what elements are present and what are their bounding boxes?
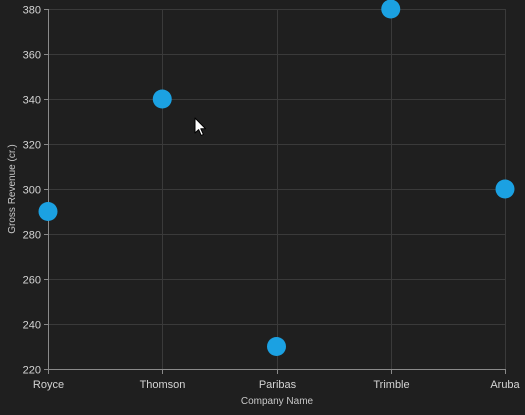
axes [44,9,506,374]
y-tick-label: 300 [23,185,41,197]
data-point-trimble[interactable] [381,0,401,19]
y-axis-title: Gross Revenue (cr.) [7,144,18,233]
data-point-aruba[interactable] [495,179,515,199]
x-tick-label: Aruba [490,379,520,391]
y-tick-label: 360 [23,50,41,62]
x-axis-title: Company Name [241,396,314,407]
x-tick-label: Paribas [259,379,297,391]
data-points [38,0,515,356]
data-point-royce[interactable] [38,202,58,221]
y-tick-label: 340 [23,95,41,107]
y-tick-label: 280 [23,230,41,242]
y-tick-label: 240 [23,320,41,332]
y-tick-label: 320 [23,140,41,152]
grid-lines [48,9,506,369]
tick-labels: 220 240 260 280 300 320 340 360 380 Royce Thomson P… [23,5,521,392]
y-tick-label: 260 [23,275,41,287]
data-point-thomson[interactable] [152,89,172,109]
x-tick-label: Thomson [140,379,186,391]
data-point-paribas[interactable] [267,337,286,356]
x-tick-label: Trimble [373,379,409,391]
mouse-cursor-icon [194,117,207,136]
y-tick-label: 220 [23,365,41,377]
x-tick-label: Royce [33,379,64,391]
y-tick-label: 380 [23,5,41,17]
